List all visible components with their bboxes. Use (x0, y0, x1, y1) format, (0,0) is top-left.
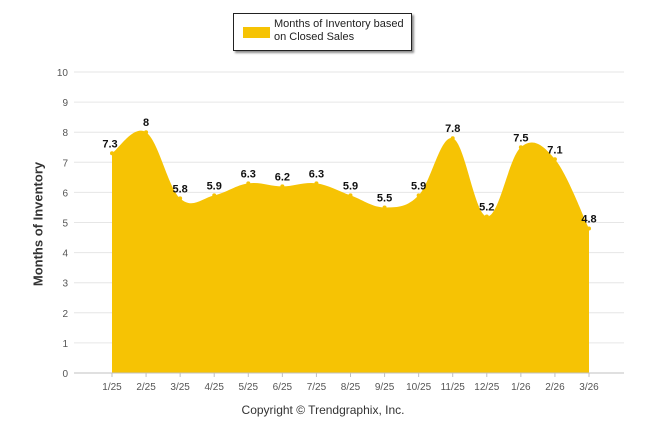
data-point (416, 193, 421, 198)
y-tick-label: 3 (62, 279, 68, 290)
data-point (314, 181, 319, 186)
copyright-credit: Copyright © Trendgraphix, Inc. (241, 403, 405, 417)
data-point (280, 184, 285, 189)
x-tick-label: 12/25 (474, 382, 499, 393)
data-label: 7.8 (445, 123, 460, 135)
y-tick-label: 0 (62, 369, 68, 380)
area-series (110, 130, 591, 373)
area-fill (112, 130, 589, 373)
y-tick-label: 7 (62, 158, 68, 169)
data-label: 5.9 (207, 180, 222, 192)
data-point (552, 157, 557, 162)
x-tick-label: 8/25 (341, 382, 361, 393)
data-label: 5.9 (343, 180, 358, 192)
data-label: 7.1 (547, 144, 562, 156)
legend[interactable]: Months of Inventory based on Closed Sale… (233, 13, 412, 51)
y-tick-label: 1 (62, 339, 68, 350)
y-tick-label: 9 (62, 98, 68, 109)
x-tick-label: 4/25 (204, 382, 224, 393)
data-label: 5.8 (172, 183, 187, 195)
y-tick-label: 6 (62, 188, 68, 199)
data-label: 6.3 (309, 168, 324, 180)
x-tick-label: 2/25 (136, 382, 156, 393)
data-point (587, 226, 591, 231)
legend-label: Months of Inventory based on Closed Sale… (274, 18, 404, 43)
data-point (450, 136, 455, 141)
x-tick-label: 3/25 (170, 382, 190, 393)
y-tick-label: 5 (62, 219, 68, 230)
x-tick-label: 1/25 (102, 382, 122, 393)
x-tick-label: 11/25 (441, 382, 466, 393)
data-point (484, 214, 489, 219)
data-label: 8 (143, 117, 149, 129)
y-tick-label: 2 (62, 309, 68, 320)
data-label: 6.3 (241, 168, 256, 180)
y-tick-label: 10 (57, 68, 69, 79)
data-label: 5.5 (377, 192, 392, 204)
data-point (382, 205, 387, 210)
x-tick-label: 5/25 (239, 382, 259, 393)
x-tick-label: 7/25 (307, 382, 327, 393)
data-label: 5.9 (411, 180, 426, 192)
x-tick-label: 1/26 (511, 382, 531, 393)
y-tick-label: 4 (62, 249, 68, 260)
data-point (212, 193, 217, 198)
data-label: 4.8 (581, 214, 596, 226)
x-axis-ticks: 1/25 2/25 3/25 4/25 5/25 6/25 7/25 8/25 9/25 10/2… (102, 373, 599, 393)
data-point (144, 130, 149, 135)
data-labels: 7.3 8 5.8 5.9 6.3 6.2 6.3 5.9 5.5 5.9 7.8 5.2 7.5 7.1… (102, 117, 596, 225)
data-point (348, 193, 353, 198)
data-label: 5.2 (479, 201, 494, 213)
y-axis-title: Months of Inventory (30, 161, 46, 287)
x-tick-label: 2/26 (545, 382, 565, 393)
y-tick-label: 8 (62, 128, 68, 139)
x-tick-label: 3/26 (579, 382, 599, 393)
data-label: 6.2 (275, 171, 290, 183)
data-label: 7.5 (513, 132, 528, 144)
data-point (246, 181, 251, 186)
legend-swatch (243, 27, 270, 38)
x-tick-label: 9/25 (375, 382, 395, 393)
data-point (518, 145, 523, 150)
y-axis-ticks: 0 1 2 3 4 5 6 7 8 9 10 (57, 68, 69, 380)
data-label: 7.3 (102, 138, 117, 150)
x-tick-label: 10/25 (406, 382, 431, 393)
data-point (110, 151, 114, 156)
data-point (178, 196, 183, 201)
x-tick-label: 6/25 (273, 382, 293, 393)
